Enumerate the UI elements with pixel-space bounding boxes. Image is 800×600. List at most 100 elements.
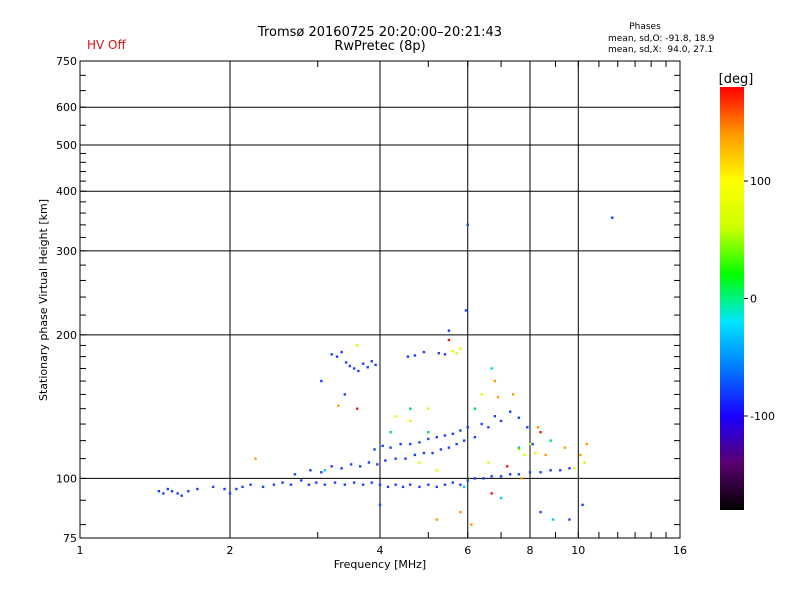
data-point [349, 463, 353, 466]
x-tick-labels: 1 2 4 6 8 10 16 [77, 544, 688, 557]
data-point [611, 216, 614, 219]
data-point [443, 353, 447, 356]
data-point [333, 481, 337, 484]
data-point [307, 483, 311, 486]
data-point [559, 469, 562, 472]
data-point [355, 407, 359, 410]
data-points [157, 216, 614, 526]
data-point [487, 426, 490, 429]
data-point [466, 426, 469, 429]
data-point [505, 465, 509, 468]
colorbar-tick-label: 0 [750, 293, 757, 306]
data-point [157, 490, 161, 493]
data-point [357, 369, 360, 373]
data-point [378, 503, 382, 507]
y-tick-label: 75 [63, 532, 77, 545]
x-tick-label: 16 [673, 544, 687, 557]
x-tick-label: 10 [571, 544, 585, 557]
data-point [418, 485, 421, 489]
data-point [539, 510, 542, 514]
data-point [447, 329, 451, 332]
y-tick-label: 200 [56, 329, 77, 342]
colorbar-tick-label: 100 [750, 175, 771, 188]
chart-title: Tromsø 20160725 20:20:00–20:21:43 [257, 25, 503, 40]
data-point [435, 518, 438, 521]
data-point [352, 367, 356, 370]
data-point [289, 483, 293, 486]
data-point [399, 442, 402, 446]
hv-status: HV Off [87, 38, 126, 52]
data-point [508, 410, 512, 413]
grid-lines [80, 61, 680, 538]
data-point [249, 483, 252, 486]
data-point [447, 446, 451, 449]
data-point [496, 395, 500, 399]
data-point [413, 453, 417, 457]
data-point [490, 475, 493, 478]
data-point [499, 475, 503, 478]
data-point [544, 453, 547, 457]
data-point [235, 487, 238, 491]
data-point [176, 492, 179, 495]
data-point [579, 453, 582, 457]
data-point [480, 422, 483, 426]
data-point [549, 469, 552, 472]
data-point [459, 429, 462, 432]
data-point [534, 451, 537, 455]
data-point [517, 416, 521, 419]
y-tick-label: 500 [56, 139, 77, 152]
data-point [320, 471, 323, 474]
data-point [508, 473, 512, 476]
data-point [523, 453, 526, 457]
data-point [482, 477, 485, 480]
data-point [374, 363, 377, 367]
data-point [361, 362, 365, 365]
data-point [272, 483, 276, 486]
y-tick-labels: 75 100 200 300 400 500 600 750 [56, 55, 77, 545]
colorbar [720, 87, 744, 510]
data-point [366, 366, 369, 369]
data-point [162, 492, 165, 495]
chart-subtitle: RwPretec (8p) [334, 39, 426, 54]
data-point [473, 436, 477, 439]
data-point [352, 481, 356, 484]
data-point [409, 407, 412, 410]
data-point [549, 439, 552, 442]
data-point [572, 467, 576, 470]
data-point [386, 485, 390, 489]
data-point [378, 483, 382, 486]
data-point [531, 442, 534, 446]
data-point [563, 446, 567, 449]
data-point [459, 510, 462, 514]
data-point [330, 465, 333, 468]
data-point [228, 492, 232, 495]
data-point [335, 355, 339, 358]
data-point [499, 496, 503, 500]
data-point [583, 461, 586, 464]
data-point [539, 430, 542, 434]
data-point [480, 393, 483, 396]
data-point [490, 492, 493, 495]
data-point [427, 430, 430, 434]
data-point [281, 481, 284, 484]
data-point [180, 494, 183, 497]
data-point [323, 483, 327, 486]
x-tick-label: 1 [77, 544, 84, 557]
data-point [490, 367, 493, 370]
data-point [340, 350, 343, 354]
data-point [418, 441, 421, 444]
data-point [517, 448, 521, 451]
data-point [300, 479, 303, 482]
data-point [196, 487, 199, 491]
y-tick-label: 400 [56, 185, 77, 198]
data-point [520, 477, 523, 480]
data-point [439, 448, 443, 451]
data-point [517, 473, 521, 476]
x-tick-label: 6 [464, 544, 471, 557]
data-point [431, 451, 434, 455]
data-point [343, 393, 347, 396]
data-point [459, 347, 462, 350]
data-point [551, 518, 555, 521]
data-point [511, 393, 515, 396]
data-point [389, 446, 392, 449]
